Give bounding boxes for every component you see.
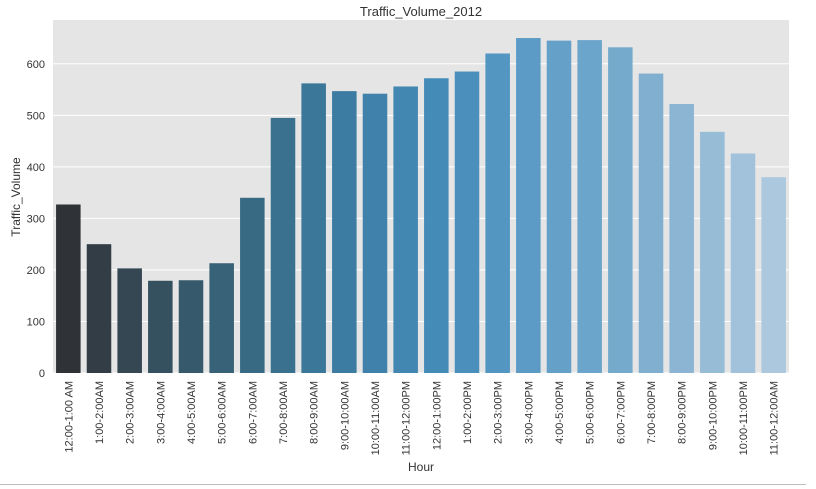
bar	[362, 93, 388, 374]
x-tick-label: 3:00-4:00AM	[155, 381, 167, 444]
bar	[546, 40, 572, 374]
y-tick-label: 200	[27, 265, 45, 277]
bar	[209, 263, 234, 373]
y-tick-label: 500	[27, 110, 45, 122]
x-tick-label: 7:00-8:00PM	[646, 381, 658, 444]
y-tick-label: 0	[39, 368, 45, 380]
x-axis-label: Hour	[408, 460, 434, 474]
bottom-divider	[0, 484, 806, 485]
y-axis-label: Traffic_Volume	[9, 157, 23, 237]
x-tick-label: 2:00-3:00PM	[493, 381, 505, 444]
y-tick-labels: 0 100 200 300 400 500 600	[27, 59, 45, 380]
y-tick-label: 100	[27, 316, 45, 328]
y-tick-label: 300	[27, 213, 45, 225]
bar	[56, 204, 81, 373]
x-tick-label: 1:00-2:00PM	[462, 381, 474, 444]
x-tick-label: 11:00-12:00AM	[769, 381, 781, 455]
plot-background	[53, 20, 789, 373]
bar	[516, 38, 541, 373]
x-tick-label: 9:00-10:00AM	[339, 381, 351, 450]
bar	[270, 117, 296, 373]
bar	[485, 53, 510, 374]
bar	[178, 280, 204, 373]
x-tick-label: 4:00-5:00PM	[554, 381, 566, 444]
x-tick-label: 5:00-6:00PM	[585, 381, 597, 444]
bar	[424, 78, 449, 373]
x-tick-labels: 12:00-1:00 AM 1:00-2:00AM 2:00-3:00AM 3:00-…	[63, 381, 780, 455]
x-tick-label: 9:00-10:00PM	[707, 381, 719, 450]
bar	[332, 91, 357, 373]
x-tick-label: 1:00-2:00AM	[94, 381, 106, 444]
bar	[730, 153, 756, 373]
bar	[301, 83, 326, 373]
bar	[86, 244, 112, 373]
x-tick-label: 5:00-6:00AM	[217, 381, 229, 444]
x-tick-label: 4:00-5:00AM	[186, 381, 198, 444]
bar	[700, 131, 725, 373]
bar	[454, 71, 480, 374]
x-tick-label: 12:00-1:00PM	[431, 381, 443, 450]
y-tick-label: 600	[27, 59, 45, 71]
bars	[56, 38, 786, 374]
x-tick-label: 2:00-3:00AM	[125, 381, 137, 444]
bar	[117, 268, 142, 373]
chart-title: Traffic_Volume_2012	[360, 4, 482, 19]
x-tick-label: 6:00-7:00PM	[615, 381, 627, 444]
x-tick-label: 10:00-11:00AM	[370, 381, 382, 455]
x-tick-label: 8:00-9:00PM	[677, 381, 689, 444]
x-tick-label: 3:00-4:00PM	[523, 381, 535, 444]
x-tick-label: 7:00-8:00AM	[278, 381, 290, 444]
x-tick-label: 11:00-12:00PM	[401, 381, 413, 455]
x-tick-label: 6:00-7:00AM	[247, 381, 259, 444]
bar	[638, 73, 664, 373]
x-tick-label: 10:00-11:00PM	[738, 381, 750, 455]
bar	[761, 177, 786, 373]
y-gridlines	[53, 63, 789, 374]
x-tick-label: 8:00-9:00AM	[309, 381, 321, 444]
bar	[577, 40, 602, 373]
x-tick-label: 12:00-1:00 AM	[63, 381, 75, 453]
bar	[393, 86, 418, 374]
bar	[148, 280, 173, 373]
bar	[240, 197, 265, 373]
bar	[608, 47, 633, 373]
y-tick-label: 400	[27, 162, 45, 174]
bar	[669, 103, 694, 374]
